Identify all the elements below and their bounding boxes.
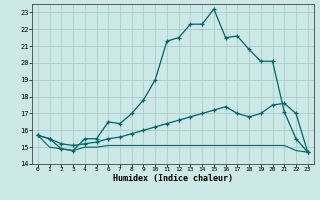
X-axis label: Humidex (Indice chaleur): Humidex (Indice chaleur) — [113, 174, 233, 183]
